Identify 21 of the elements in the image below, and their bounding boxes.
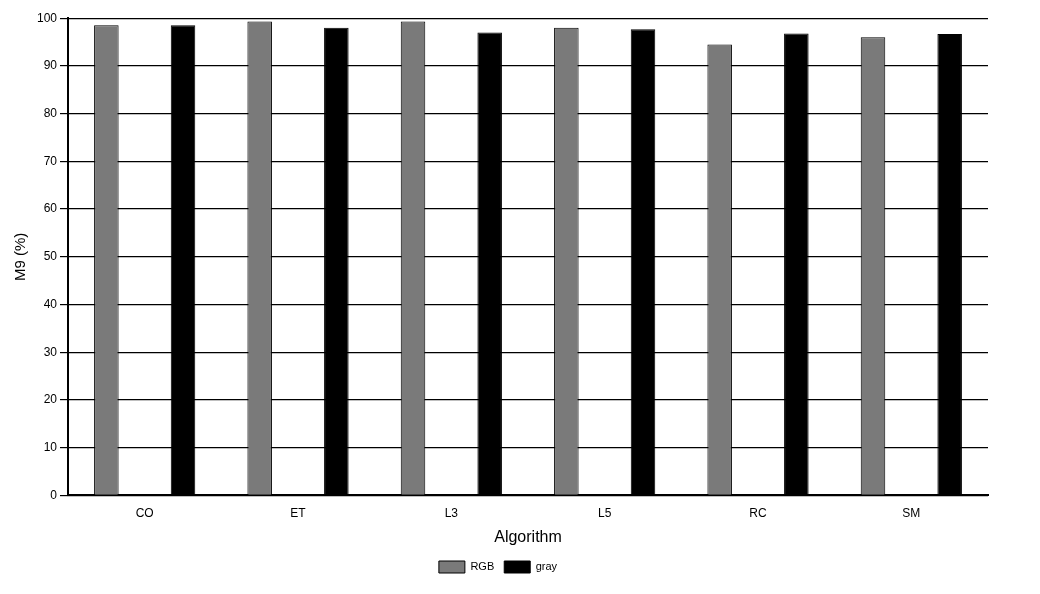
y-tick-label: 100	[36, 10, 58, 25]
y-axis-title: M9 (%)	[11, 232, 29, 281]
y-tick-label: 30	[43, 344, 58, 359]
y-tick-label: 90	[43, 58, 58, 73]
x-axis-title: Algorithm	[494, 527, 562, 545]
legend-label: RGB	[470, 560, 495, 573]
x-tick-label: L5	[598, 505, 612, 520]
legend-label: gray	[535, 560, 558, 573]
y-tick-label: 20	[43, 392, 58, 407]
x-tick-label: RC	[749, 505, 767, 520]
y-tick-label: 0	[50, 487, 58, 502]
x-tick-label: SM	[902, 505, 921, 520]
x-tick-label: ET	[290, 505, 307, 520]
y-tick-label: 80	[43, 105, 58, 120]
y-tick-label: 50	[43, 249, 58, 264]
y-tick-label: 70	[43, 153, 58, 168]
y-tick-label: 10	[43, 439, 58, 454]
y-tick-label: 60	[43, 201, 58, 216]
x-tick-label: CO	[135, 505, 154, 520]
x-tick-label: L3	[444, 505, 459, 520]
y-tick-label: 40	[43, 296, 58, 311]
